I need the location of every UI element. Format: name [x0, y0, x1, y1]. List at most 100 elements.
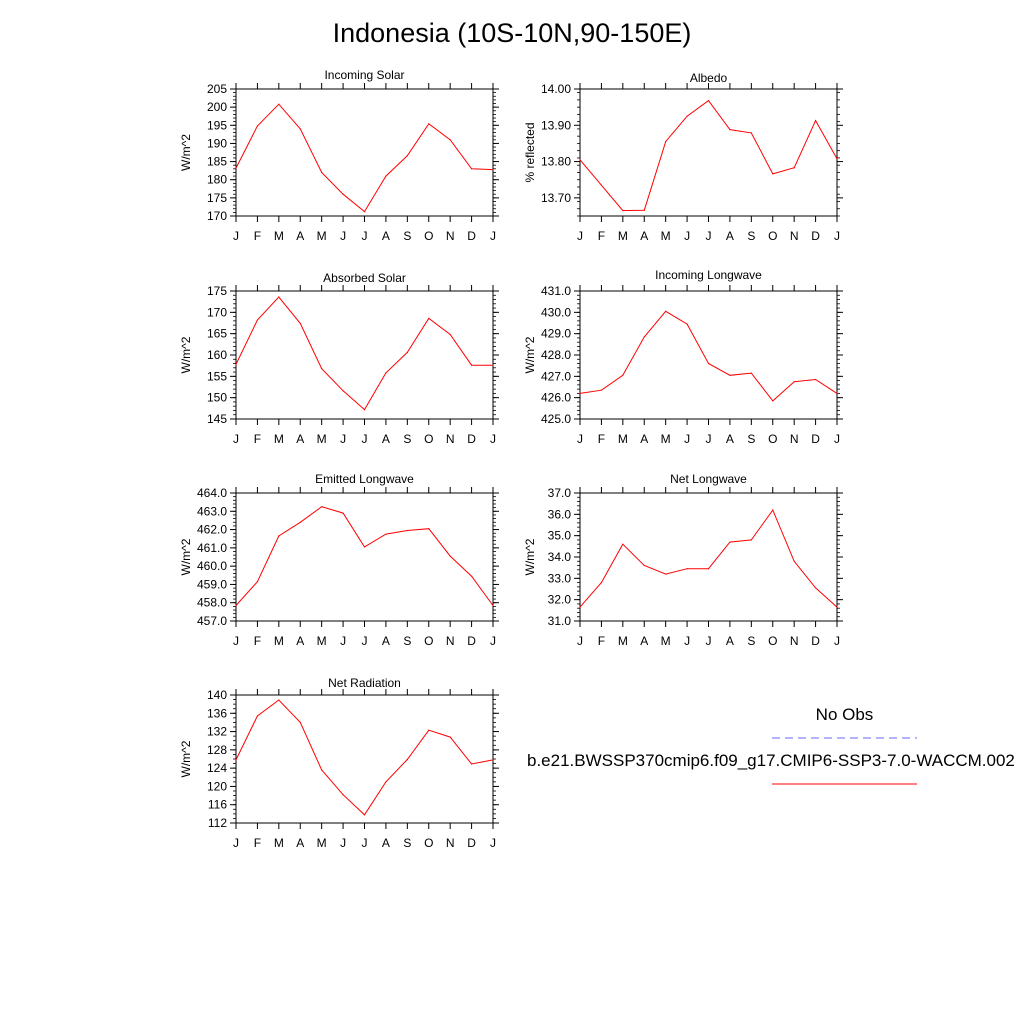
data-point: [321, 769, 323, 771]
data-point: [793, 560, 795, 562]
data-point: [470, 364, 473, 366]
panel-title: Incoming Solar: [324, 68, 404, 82]
x-tick-label: O: [768, 634, 777, 648]
data-point: [772, 509, 774, 511]
data-point: [836, 392, 838, 394]
x-tick-label: A: [382, 836, 390, 850]
plot-frame: [579, 492, 838, 622]
y-tick-label: 425.0: [541, 412, 571, 426]
series-line: [579, 310, 838, 402]
x-tick-label: D: [811, 432, 820, 446]
y-tick-label: 190: [207, 136, 227, 150]
x-tick-label: N: [790, 229, 799, 243]
y-tick-label: 170: [207, 209, 227, 223]
plot-frame: [235, 290, 494, 420]
x-tick-label: J: [834, 229, 840, 243]
data-point: [363, 814, 366, 816]
x-tick-label: J: [233, 836, 239, 850]
data-point: [665, 573, 667, 575]
data-point: [793, 381, 795, 383]
data-point: [256, 715, 259, 717]
y-tick-label: 431.0: [541, 284, 571, 298]
y-tick-label: 112: [208, 816, 227, 830]
x-tick-label: O: [424, 634, 433, 648]
data-point: [278, 103, 280, 105]
plot-frame: [579, 290, 838, 420]
data-point: [235, 759, 237, 761]
y-tick-label: 34.0: [548, 550, 572, 564]
data-point: [643, 564, 645, 567]
x-tick-label: J: [684, 432, 690, 446]
x-tick-label: M: [618, 229, 628, 243]
x-tick-label: N: [446, 634, 455, 648]
panel-6: Net Longwave W/m^2 31.0 32.0 33.0 34.0 35.0 36.…: [523, 472, 843, 648]
x-tick-label: A: [296, 836, 304, 850]
data-point: [600, 582, 603, 584]
x-tick-label: O: [768, 432, 777, 446]
x-tick-label: A: [726, 432, 734, 446]
data-point: [492, 364, 494, 366]
x-tick-label: M: [661, 432, 671, 446]
x-tick-label: S: [747, 229, 755, 243]
y-tick-label: 33.0: [548, 571, 572, 585]
x-tick-label: A: [296, 634, 304, 648]
x-tick-label: J: [362, 634, 368, 648]
data-point: [278, 535, 280, 537]
y-axis-label: W/m^2: [523, 336, 537, 373]
x-tick-label: M: [274, 432, 284, 446]
x-tick-label: F: [254, 836, 261, 850]
y-tick-label: 175: [207, 284, 227, 298]
panel-title: Albedo: [690, 71, 728, 85]
data-point: [707, 100, 710, 102]
x-tick-label: J: [340, 229, 346, 243]
x-tick-label: A: [296, 432, 304, 446]
data-point: [342, 794, 344, 796]
data-point: [579, 159, 581, 161]
y-axis-label: W/m^2: [179, 740, 193, 777]
x-tick-label: A: [640, 229, 648, 243]
data-point: [492, 604, 494, 607]
y-tick-label: 429.0: [541, 327, 571, 341]
y-tick-label: 205: [207, 82, 227, 96]
data-point: [321, 171, 323, 174]
data-point: [750, 539, 752, 541]
x-tick-label: M: [661, 229, 671, 243]
x-tick-label: J: [577, 432, 583, 446]
x-tick-label: A: [296, 229, 304, 243]
data-point: [686, 323, 688, 325]
data-point: [686, 568, 688, 570]
data-point: [299, 128, 301, 130]
x-tick-label: D: [467, 432, 476, 446]
data-point: [836, 158, 838, 160]
data-point: [385, 372, 387, 374]
series-line: [235, 506, 494, 606]
x-tick-label: J: [706, 432, 712, 446]
legend-model-label: b.e21.BWSSP370cmip6.f09_g17.CMIP6-SSP3-7…: [527, 751, 1015, 770]
x-tick-label: F: [254, 229, 261, 243]
x-tick-label: A: [382, 432, 390, 446]
data-point: [793, 167, 795, 169]
data-point: [385, 533, 387, 535]
y-tick-label: 457.0: [197, 614, 227, 628]
panel-1: Incoming Solar W/m^2 170 175 180 185 190 195 200…: [179, 68, 499, 243]
data-point: [428, 528, 430, 530]
y-tick-label: 170: [207, 305, 227, 319]
x-tick-label: F: [598, 634, 605, 648]
x-tick-label: M: [317, 836, 327, 850]
data-point: [363, 211, 366, 213]
y-tick-label: 32.0: [548, 593, 572, 607]
y-tick-label: 37.0: [548, 486, 572, 500]
y-tick-label: 428.0: [541, 348, 571, 362]
data-point: [579, 392, 581, 394]
y-axis-label: W/m^2: [179, 538, 193, 575]
y-tick-label: 160: [207, 348, 227, 362]
x-tick-label: J: [340, 432, 346, 446]
x-tick-label: A: [640, 634, 648, 648]
data-point: [492, 168, 494, 171]
x-tick-label: J: [490, 229, 496, 243]
x-tick-label: D: [811, 229, 820, 243]
y-tick-label: 165: [207, 327, 227, 341]
panel-4: Incoming Longwave W/m^2 425.0 426.0 427.0 428…: [523, 268, 843, 446]
